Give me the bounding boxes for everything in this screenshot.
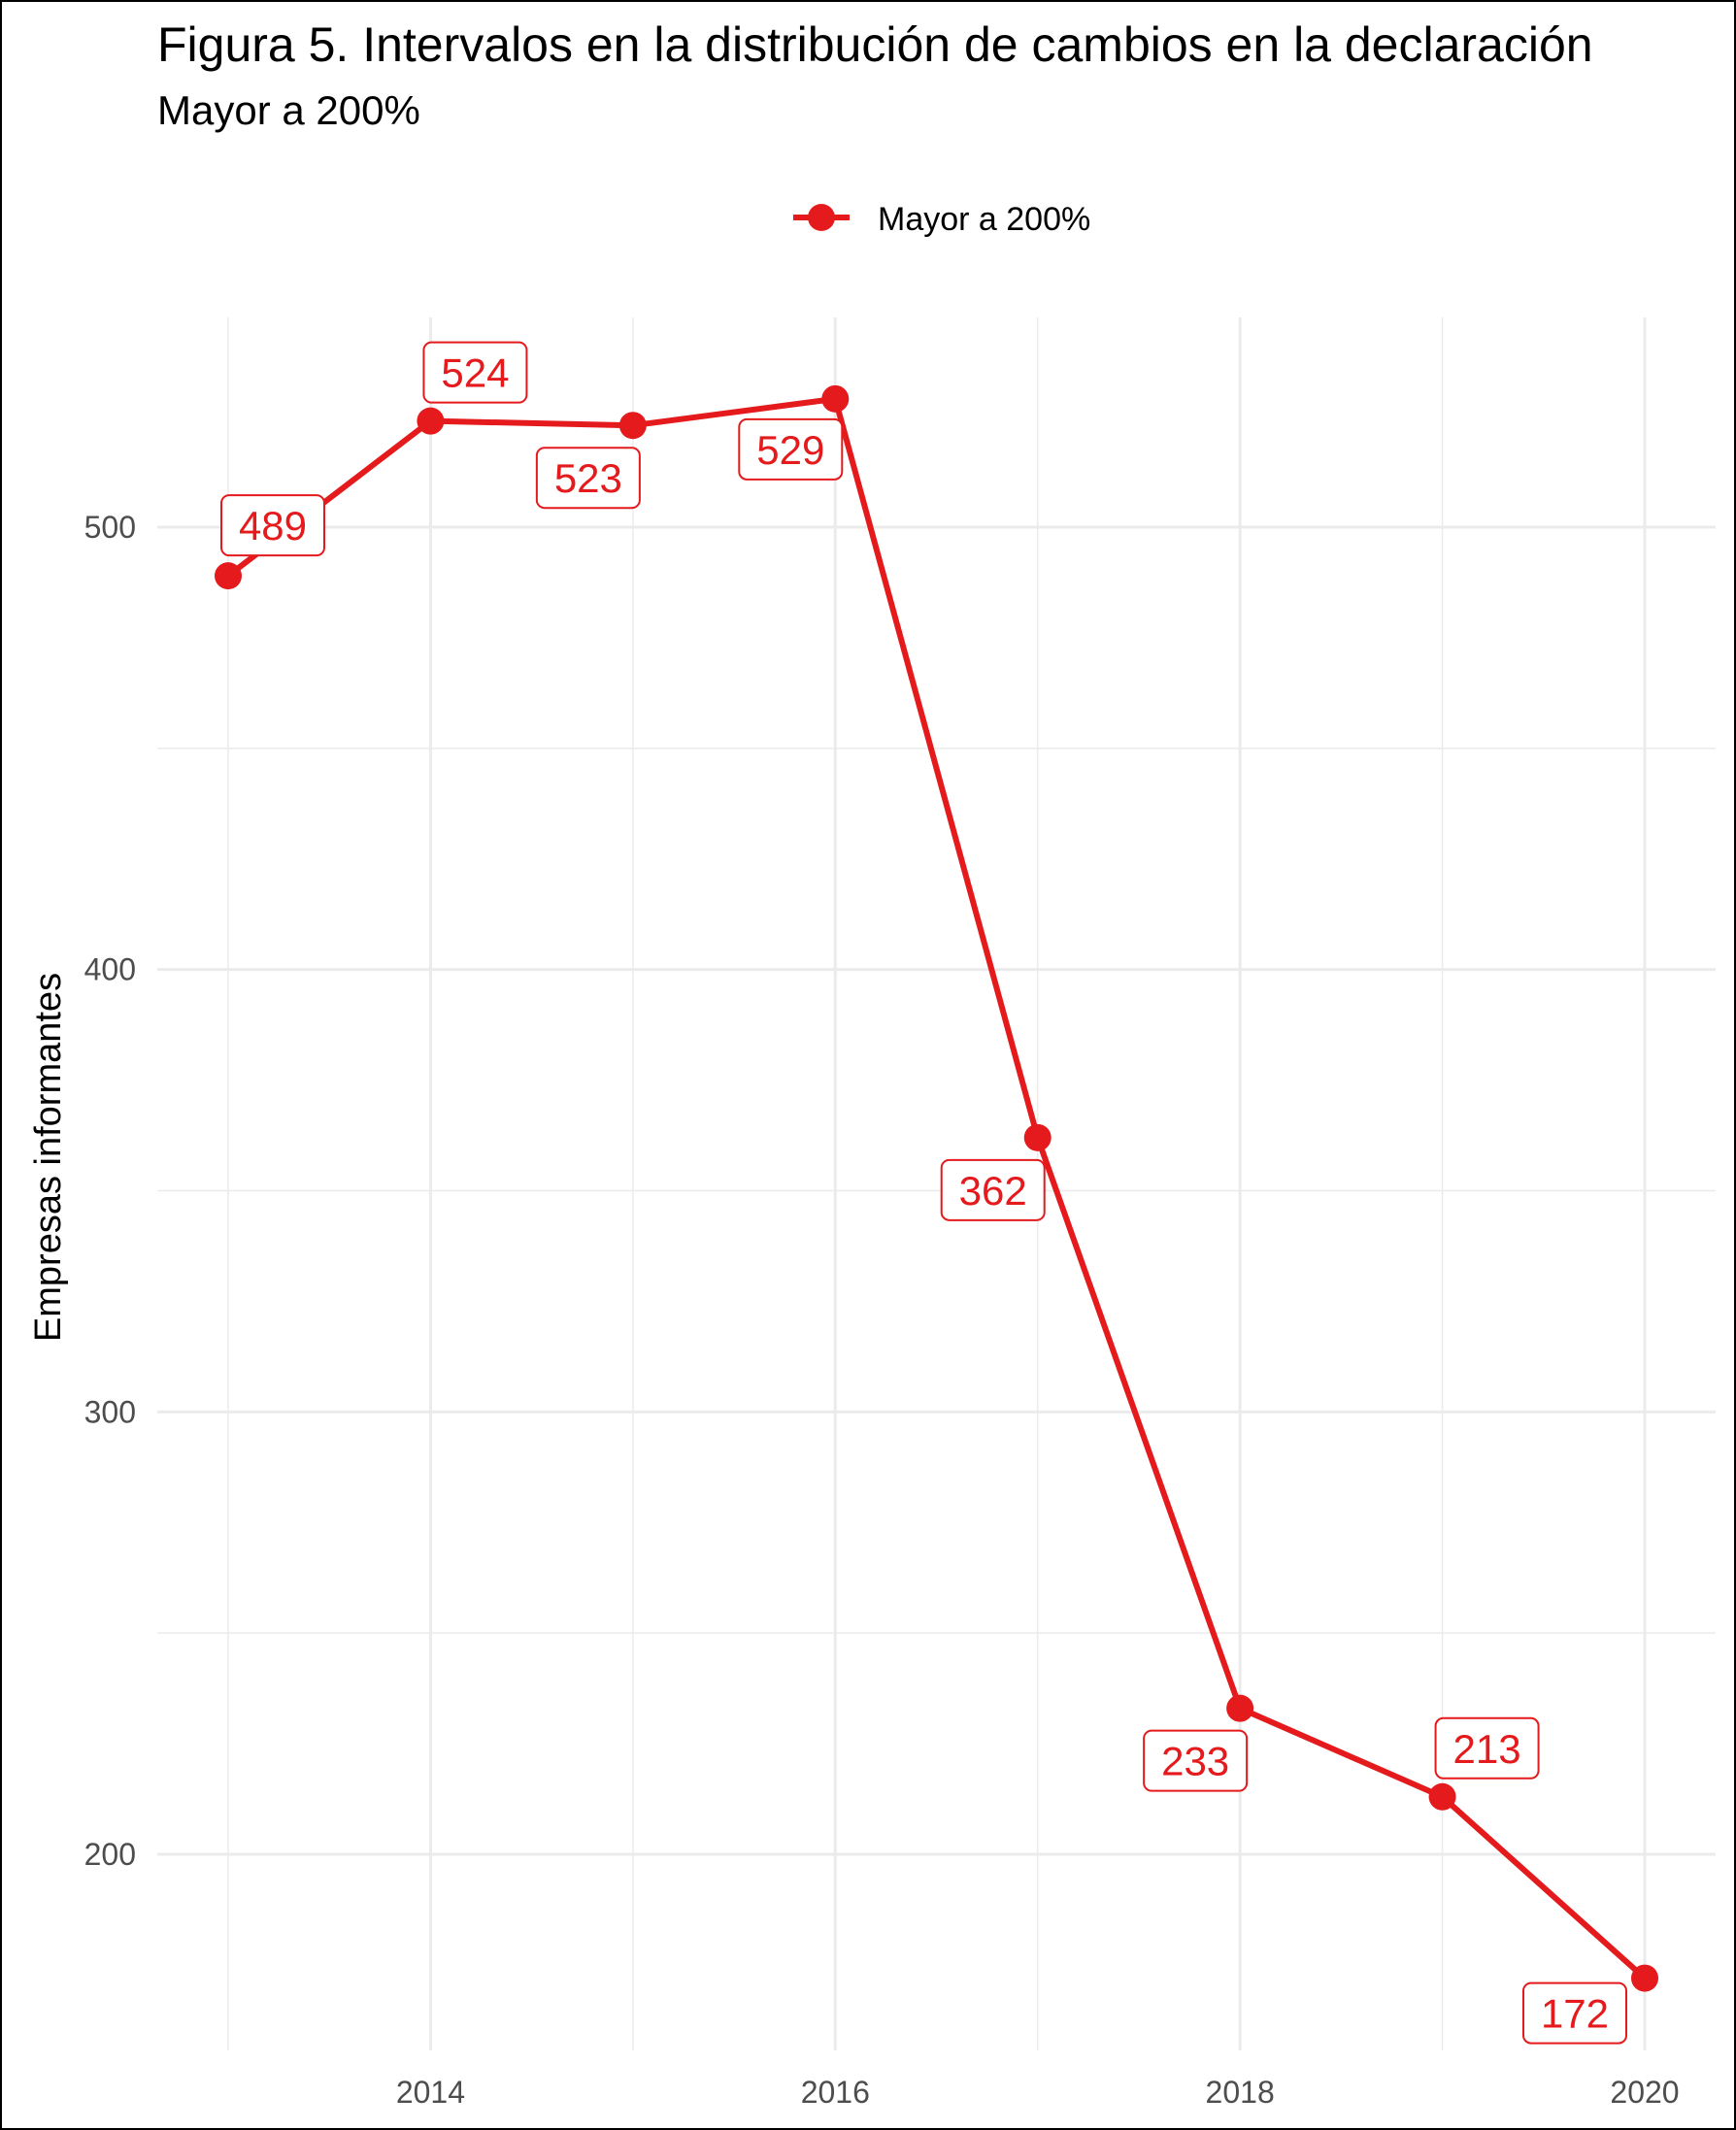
- data-point: [215, 562, 242, 590]
- data-label: 523: [554, 455, 622, 501]
- data-label-box: [1522, 1981, 1627, 2045]
- y-tick-label: 400: [84, 952, 136, 987]
- x-tick-label: 2016: [801, 2075, 870, 2110]
- data-point: [618, 412, 647, 440]
- y-tick-label: 200: [84, 1837, 136, 1872]
- axis-ticks: 200 300 400 500 2014 2016 2018 2020: [84, 510, 1680, 2110]
- y-tick-label: 500: [84, 510, 136, 545]
- data-label-box: [220, 494, 325, 557]
- data-label: 489: [239, 503, 307, 549]
- data-label: 524: [441, 350, 509, 396]
- y-axis-title: Empresas informantes: [28, 973, 69, 1342]
- data-label-box: [1143, 1729, 1249, 1792]
- data-label: 529: [756, 427, 824, 473]
- data-point: [1023, 1123, 1052, 1151]
- gridlines: [157, 317, 1716, 2050]
- data-label: 172: [1541, 1991, 1609, 2037]
- data-label-box: [422, 341, 528, 404]
- data-point: [417, 407, 445, 435]
- data-labels: 489 524 523 529 362 233 213 172: [220, 341, 1627, 2045]
- data-label-box: [1434, 1716, 1540, 1780]
- data-label-box: [940, 1158, 1046, 1221]
- legend-label: Mayor a 200%: [878, 201, 1090, 238]
- legend-marker: [808, 204, 835, 231]
- x-tick-label: 2014: [396, 2075, 465, 2110]
- data-label: 233: [1161, 1739, 1229, 1784]
- y-tick-label: 300: [84, 1394, 136, 1429]
- data-point: [1226, 1694, 1254, 1722]
- data-point: [1631, 1964, 1658, 1992]
- chart-subtitle: Mayor a 200%: [157, 87, 420, 133]
- legend: Mayor a 200%: [793, 201, 1090, 238]
- data-label: 362: [959, 1168, 1027, 1214]
- x-tick-label: 2020: [1610, 2075, 1679, 2110]
- series-line: [225, 395, 1648, 1981]
- data-label: 213: [1453, 1726, 1521, 1772]
- data-point: [821, 384, 850, 413]
- series-layer: [215, 384, 1658, 1992]
- x-tick-label: 2018: [1206, 2075, 1275, 2110]
- chart-title: Figura 5. Intervalos en la distribución …: [157, 17, 1593, 72]
- data-point: [1428, 1782, 1456, 1811]
- data-label-box: [738, 417, 844, 481]
- data-label-box: [535, 447, 641, 510]
